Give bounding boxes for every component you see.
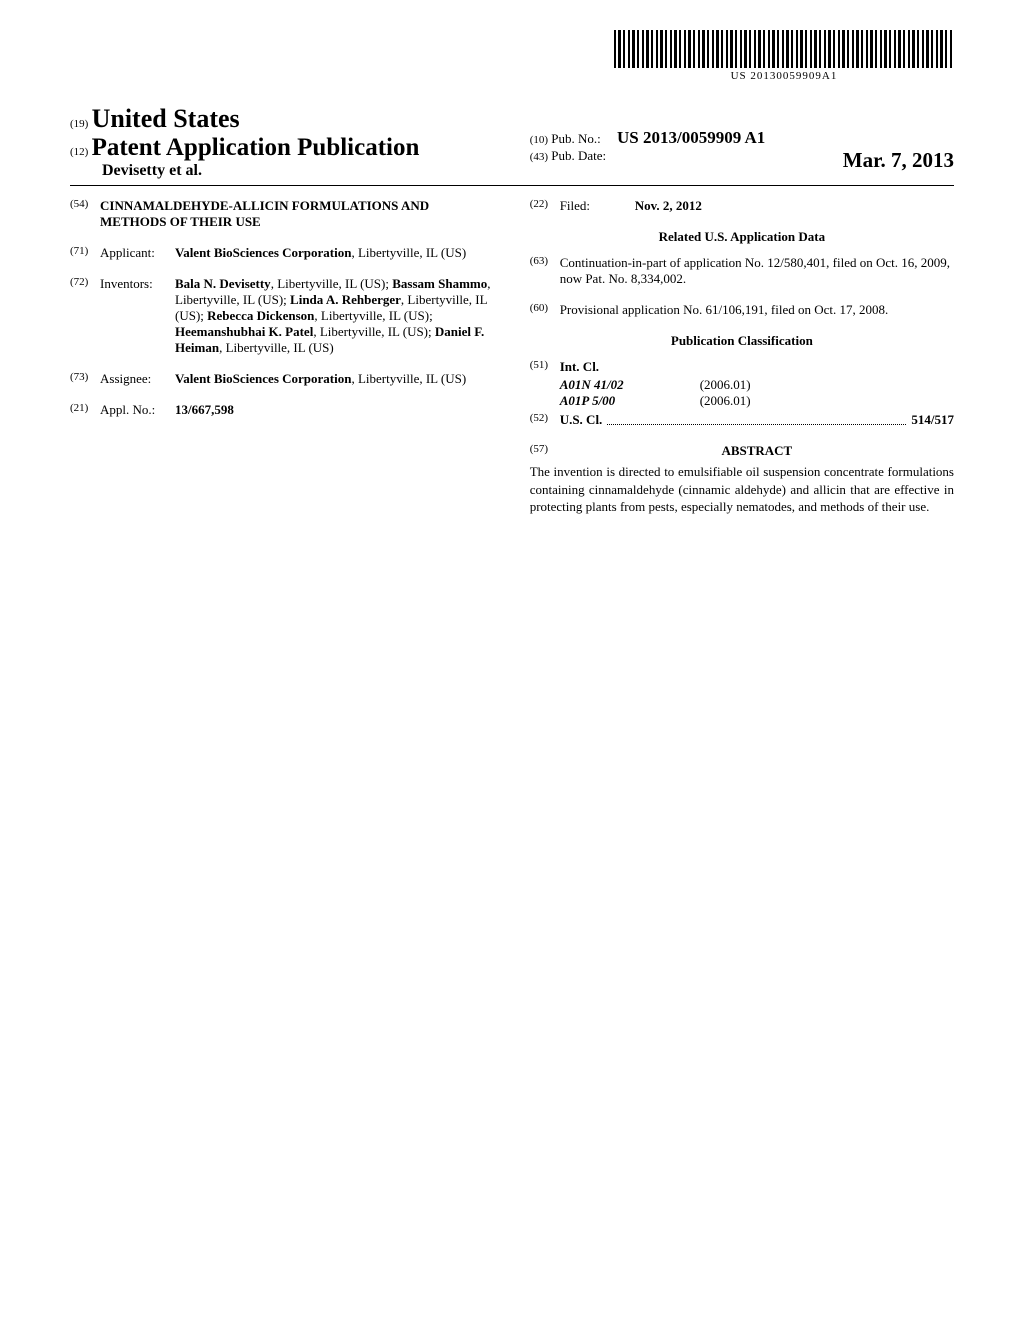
pub-date: Mar. 7, 2013	[843, 148, 954, 173]
inventor-loc: , Libertyville, IL (US);	[271, 276, 393, 291]
country-num: (19)	[70, 118, 88, 130]
appl-no: 13/667,598	[175, 402, 494, 418]
continuation-text: Continuation-in-part of application No. …	[560, 255, 954, 287]
applicant-label: Applicant:	[100, 245, 175, 261]
applicant-name: Valent BioSciences Corporation	[175, 245, 351, 260]
pub-no-label: Pub. No.:	[551, 131, 600, 146]
us-cl-label: U.S. Cl.	[560, 412, 603, 428]
int-cl-items: A01N 41/02 (2006.01) A01P 5/00 (2006.01)	[560, 377, 954, 409]
assignee-loc: , Libertyville, IL (US)	[351, 371, 466, 386]
barcode-text: US 20130059909A1	[614, 70, 954, 82]
pub-no-line: (10) Pub. No.: US 2013/0059909 A1	[530, 128, 954, 148]
barcode-lines	[614, 30, 954, 68]
us-cl-dots	[607, 412, 906, 425]
header-left: (19) United States (12) Patent Applicati…	[70, 104, 494, 180]
title-row: (54) CINNAMALDEHYDE-ALLICIN FORMULATIONS…	[70, 198, 494, 230]
int-cl-code: A01N 41/02	[560, 377, 700, 393]
pub-date-num: (43)	[530, 151, 548, 163]
filed-date: Nov. 2, 2012	[635, 198, 954, 214]
applicant-num: (71)	[70, 245, 100, 261]
inventor-name: Bala N. Devisetty	[175, 276, 271, 291]
inventor-loc: , Libertyville, IL (US);	[314, 308, 432, 323]
continuation-row: (63) Continuation-in-part of application…	[530, 255, 954, 287]
authors-line: Devisetty et al.	[102, 162, 494, 180]
inventor-name: Rebecca Dickenson	[207, 308, 314, 323]
pub-date-line: (43) Pub. Date: Mar. 7, 2013	[530, 148, 954, 164]
header-section: (19) United States (12) Patent Applicati…	[70, 104, 954, 186]
assignee-name: Valent BioSciences Corporation	[175, 371, 351, 386]
title-text: CINNAMALDEHYDE-ALLICIN FORMULATIONS AND …	[100, 198, 494, 230]
us-cl-code: 514/517	[911, 412, 954, 428]
inventors-label: Inventors:	[100, 276, 175, 356]
pub-type: Patent Application Publication	[92, 134, 420, 161]
applicant-row: (71) Applicant: Valent BioSciences Corpo…	[70, 245, 494, 261]
continuation-num: (63)	[530, 255, 560, 287]
country-line: (19) United States	[70, 104, 494, 134]
title-num: (54)	[70, 198, 100, 230]
header-right: (10) Pub. No.: US 2013/0059909 A1 (43) P…	[530, 104, 954, 180]
provisional-row: (60) Provisional application No. 61/106,…	[530, 302, 954, 318]
abstract-text: The invention is directed to emulsifiabl…	[530, 463, 954, 516]
inventor-name: Heemanshubhai K. Patel	[175, 324, 313, 339]
int-cl-year: (2006.01)	[700, 377, 751, 393]
content-left: (54) CINNAMALDEHYDE-ALLICIN FORMULATIONS…	[70, 198, 494, 516]
inventors-content: Bala N. Devisetty, Libertyville, IL (US)…	[175, 276, 494, 356]
pub-no-num: (10)	[530, 134, 548, 146]
appl-no-row: (21) Appl. No.: 13/667,598	[70, 402, 494, 418]
pub-date-label: Pub. Date:	[551, 148, 606, 163]
filed-row: (22) Filed: Nov. 2, 2012	[530, 198, 954, 214]
appl-no-num: (21)	[70, 402, 100, 418]
int-cl-item: A01N 41/02 (2006.01)	[560, 377, 954, 393]
inventors-row: (72) Inventors: Bala N. Devisetty, Liber…	[70, 276, 494, 356]
us-cl-num: (52)	[530, 412, 560, 428]
classification-header: Publication Classification	[530, 333, 954, 349]
us-cl-row: (52) U.S. Cl. 514/517	[530, 412, 954, 428]
int-cl-year: (2006.01)	[700, 393, 751, 409]
barcode-section: US 20130059909A1	[70, 30, 954, 84]
assignee-num: (73)	[70, 371, 100, 387]
inventor-loc: , Libertyville, IL (US);	[313, 324, 435, 339]
abstract-header-row: (57) ABSTRACT	[530, 443, 954, 459]
abstract-num: (57)	[530, 443, 560, 459]
inventors-num: (72)	[70, 276, 100, 356]
inventor-loc: , Libertyville, IL (US)	[219, 340, 334, 355]
inventor-name: Linda A. Rehberger	[290, 292, 401, 307]
provisional-text: Provisional application No. 61/106,191, …	[560, 302, 954, 318]
appl-no-label: Appl. No.:	[100, 402, 175, 418]
applicant-loc: , Libertyville, IL (US)	[351, 245, 466, 260]
content-right: (22) Filed: Nov. 2, 2012 Related U.S. Ap…	[530, 198, 954, 516]
int-cl-row: (51) Int. Cl.	[530, 359, 954, 375]
int-cl-num: (51)	[530, 359, 560, 375]
assignee-label: Assignee:	[100, 371, 175, 387]
assignee-content: Valent BioSciences Corporation, Libertyv…	[175, 371, 494, 387]
provisional-num: (60)	[530, 302, 560, 318]
abstract-label: ABSTRACT	[560, 443, 954, 459]
inventor-name: Bassam Shammo	[392, 276, 487, 291]
int-cl-code: A01P 5/00	[560, 393, 700, 409]
country-name: United States	[92, 104, 240, 133]
applicant-content: Valent BioSciences Corporation, Libertyv…	[175, 245, 494, 261]
content-section: (54) CINNAMALDEHYDE-ALLICIN FORMULATIONS…	[70, 198, 954, 516]
filed-num: (22)	[530, 198, 560, 214]
barcode: US 20130059909A1	[614, 30, 954, 82]
pub-type-num: (12)	[70, 146, 88, 158]
pub-type-line: (12) Patent Application Publication	[70, 134, 494, 162]
related-header: Related U.S. Application Data	[530, 229, 954, 245]
int-cl-item: A01P 5/00 (2006.01)	[560, 393, 954, 409]
pub-no: US 2013/0059909 A1	[617, 128, 765, 147]
assignee-row: (73) Assignee: Valent BioSciences Corpor…	[70, 371, 494, 387]
int-cl-label: Int. Cl.	[560, 359, 954, 375]
filed-label: Filed:	[560, 198, 635, 214]
